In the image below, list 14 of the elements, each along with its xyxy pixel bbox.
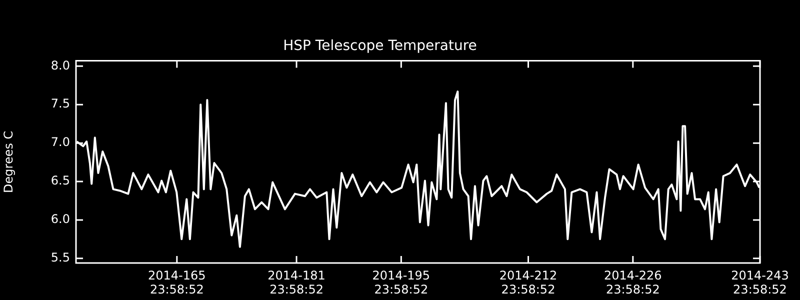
x-tick-label: 2014-165 23:58:52 [148,268,206,297]
x-tick-label: 2014-195 23:58:52 [372,268,430,297]
y-tick-label: 6.5 [50,174,70,188]
y-axis-title: Degrees C [1,130,16,193]
x-tick-label: 2014-212 23:58:52 [499,268,558,297]
y-tick-label: 7.0 [50,135,70,150]
y-tick-label: 5.5 [50,250,70,265]
x-tick-label: 2014-226 23:58:52 [604,268,662,297]
y-tick-label: 8.0 [50,58,70,72]
y-tick-label: 7.5 [50,96,70,111]
x-tick-label: 2014-243 23:58:52 [731,268,789,297]
x-tick-label: 2014-181 23:58:52 [268,268,326,297]
chart-title: HSP Telescope Temperature [283,38,477,54]
y-tick-label: 6.0 [50,212,70,226]
